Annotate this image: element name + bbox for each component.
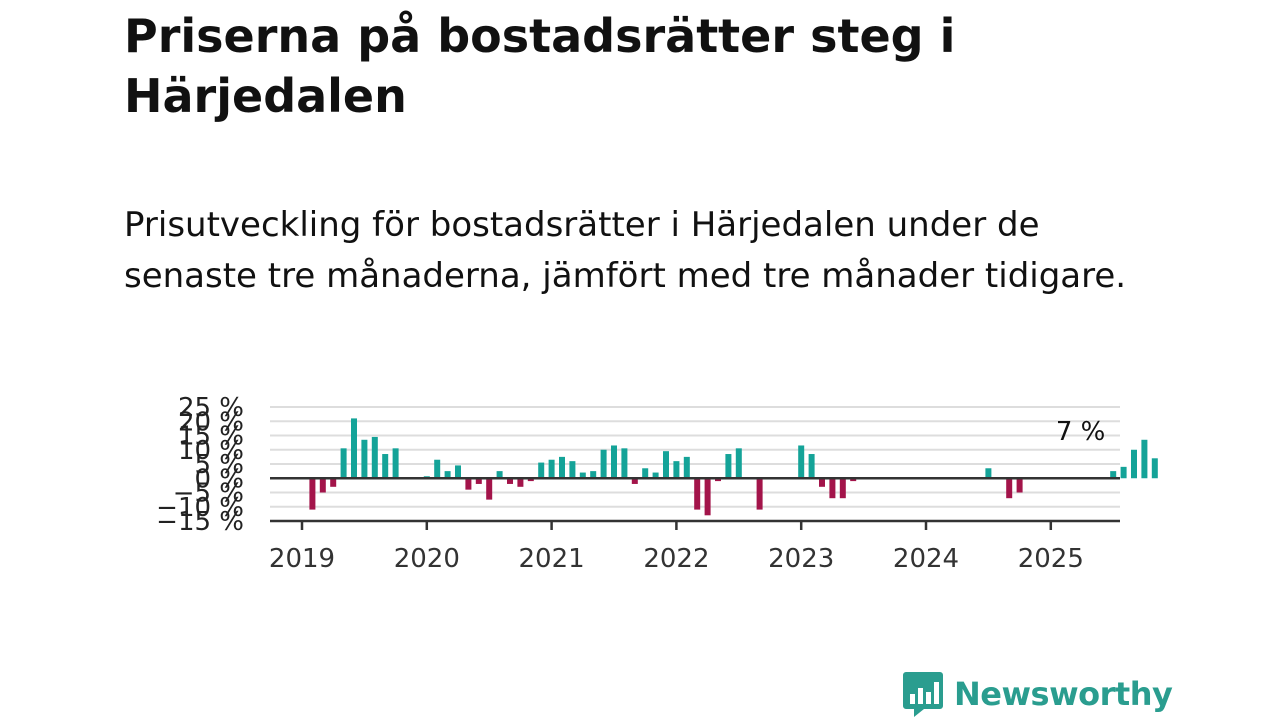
- bar: [351, 418, 357, 479]
- y-tick-label: −10 %: [156, 493, 244, 523]
- bar: [850, 478, 857, 482]
- bar: [600, 449, 607, 479]
- x-tick-label: 2023: [768, 544, 834, 574]
- bar: [475, 478, 482, 484]
- y-tick-labels: 25 %20 %15 %10 %5 %0 %−5 %−10 %−15 %: [156, 393, 244, 537]
- bar: [517, 478, 524, 487]
- x-tick-label: 2024: [893, 544, 959, 574]
- bar: [735, 448, 742, 479]
- chart-title: Priserna på bostadsrätter steg i Härjeda…: [124, 9, 956, 123]
- bar: [569, 461, 576, 479]
- bar: [839, 478, 846, 499]
- x-tick-label: 2025: [1018, 544, 1084, 574]
- bar: [673, 461, 680, 479]
- newsworthy-logo: Newsworthy: [902, 668, 1173, 720]
- y-tick-label: 0 %: [194, 464, 244, 494]
- bar: [694, 478, 701, 510]
- bar: [1110, 471, 1117, 479]
- y-tick-label: 15 %: [178, 422, 244, 452]
- bar: [1016, 478, 1023, 493]
- y-tick-label: 10 %: [178, 436, 244, 466]
- bar: [455, 465, 461, 479]
- bar: [725, 454, 732, 479]
- bar: [1120, 466, 1127, 479]
- logo-text: Newsworthy: [954, 675, 1173, 713]
- bar: [808, 454, 815, 479]
- bar: [621, 448, 628, 479]
- bar: [548, 459, 555, 479]
- bar: [1151, 458, 1158, 479]
- bar: [371, 436, 378, 479]
- bar: [527, 478, 534, 482]
- bar: [392, 448, 399, 479]
- bar: [642, 468, 649, 479]
- bar: [663, 451, 669, 479]
- bar: [715, 478, 721, 482]
- newsworthy-logo-icon: [903, 672, 943, 717]
- y-tick-label: 20 %: [178, 407, 244, 437]
- x-tick-labels: 2019 2020 2021 2022 2023 2024 2025: [269, 544, 1084, 574]
- bar: [309, 478, 316, 510]
- x-tick-label: 2020: [394, 544, 460, 574]
- y-tick-label: 25 %: [178, 393, 244, 423]
- bar: [756, 478, 763, 510]
- bar: [1141, 439, 1148, 479]
- bar: [361, 439, 368, 479]
- bar: [704, 478, 711, 516]
- bar: [330, 478, 337, 487]
- y-tick-label: −5 %: [173, 479, 244, 509]
- x-tick-label: 2021: [519, 544, 585, 574]
- bar: [496, 471, 503, 479]
- bar: [507, 478, 513, 484]
- bars: [309, 418, 1158, 516]
- bar: [798, 445, 805, 479]
- x-tick-label: 2022: [643, 544, 709, 574]
- bar: [819, 478, 825, 487]
- bar: [559, 456, 565, 479]
- bar: [683, 456, 690, 479]
- chart-subtitle: Prisutveckling för bostadsrätter i Härje…: [124, 205, 1127, 296]
- bar: [1131, 449, 1137, 479]
- bar: [340, 448, 347, 479]
- y-tick-label: −15 %: [156, 507, 244, 537]
- axes: [270, 477, 1120, 530]
- bar: [382, 454, 389, 479]
- bar: [579, 472, 586, 479]
- annotation-label: 7 %: [1056, 417, 1106, 447]
- x-tick-label: 2019: [269, 544, 335, 574]
- annotations: 7 %: [1056, 417, 1106, 447]
- bar: [465, 478, 472, 490]
- bar: [631, 478, 638, 484]
- bar: [1006, 478, 1013, 499]
- bar: [486, 478, 493, 500]
- bar: [985, 468, 992, 479]
- bar: [611, 445, 617, 479]
- y-tick-label: 5 %: [194, 450, 244, 480]
- bar: [829, 478, 836, 499]
- bar: [590, 471, 597, 479]
- bar: [444, 471, 451, 479]
- bar: [538, 462, 545, 479]
- bar: [434, 459, 441, 479]
- bar: [652, 472, 659, 479]
- bar: [319, 478, 326, 493]
